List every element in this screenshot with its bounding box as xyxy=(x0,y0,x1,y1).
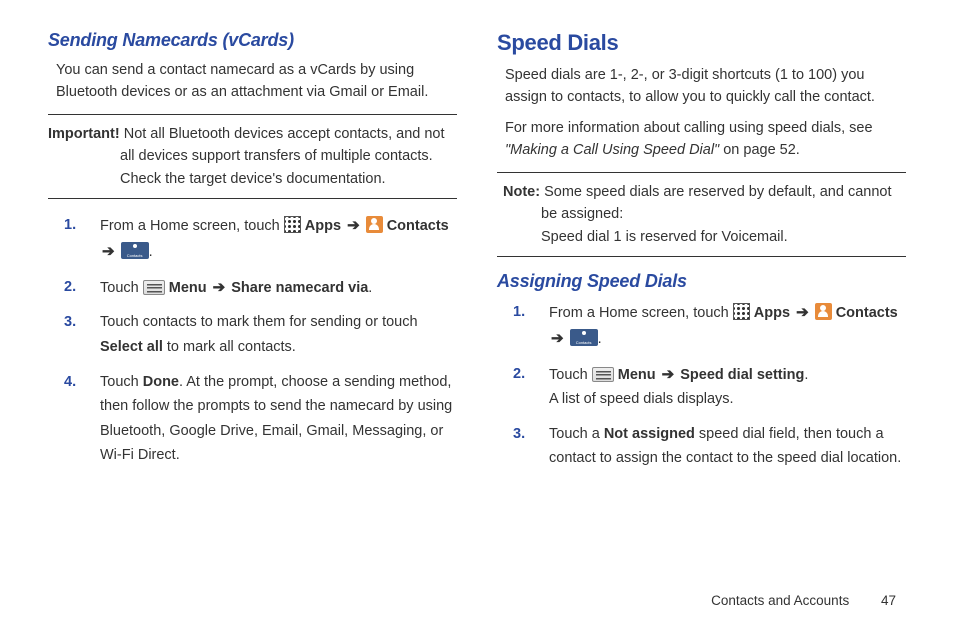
important-callout: Important! Not all Bluetooth devices acc… xyxy=(48,114,457,199)
heading-sending-namecards: Sending Namecards (vCards) xyxy=(48,30,457,51)
left-column: Sending Namecards (vCards) You can send … xyxy=(48,30,457,481)
right-column: Speed Dials Speed dials are 1-, 2-, or 3… xyxy=(497,30,906,481)
intro-text-left: You can send a contact namecard as a vCa… xyxy=(48,59,457,104)
note-text: Some speed dials are reserved by default… xyxy=(540,184,891,222)
steps-list-left: 1. From a Home screen, touch Apps ➔ Cont… xyxy=(48,213,457,468)
step-end: . xyxy=(598,331,602,347)
important-text: Not all Bluetooth devices accept contact… xyxy=(120,126,445,187)
done-label: Done xyxy=(143,374,179,390)
xref-page: on page 52. xyxy=(719,142,800,158)
step-number: 2. xyxy=(513,362,525,387)
xref-title: "Making a Call Using Speed Dial" xyxy=(505,142,719,158)
step-3-right: 3. Touch a Not assigned speed dial field… xyxy=(513,422,906,471)
step-2-line2: A list of speed dials displays. xyxy=(549,387,906,412)
menu-icon xyxy=(592,367,614,382)
intro-text-right-1: Speed dials are 1-, 2-, or 3-digit short… xyxy=(497,64,906,109)
arrow-icon: ➔ xyxy=(551,326,564,352)
step-3-left: 3. Touch contacts to mark them for sendi… xyxy=(64,310,457,359)
footer-section: Contacts and Accounts xyxy=(711,593,849,608)
menu-icon xyxy=(143,280,165,295)
speed-dial-setting-label: Speed dial setting xyxy=(680,367,804,383)
step-text: Touch xyxy=(100,280,143,296)
important-label: Important! xyxy=(48,126,120,142)
step-number: 2. xyxy=(64,275,76,300)
contacts-label: Contacts xyxy=(387,218,449,234)
step-2-right: 2. Touch Menu ➔ Speed dial setting. A li… xyxy=(513,362,906,412)
step-text: Touch a xyxy=(549,426,604,442)
apps-label: Apps xyxy=(305,218,345,234)
step-end: . xyxy=(804,367,808,383)
heading-speed-dials: Speed Dials xyxy=(497,30,906,56)
contacts-tab-icon xyxy=(121,242,149,259)
contacts-label: Contacts xyxy=(836,305,898,321)
heading-assigning-speed-dials: Assigning Speed Dials xyxy=(497,271,906,292)
menu-label: Menu xyxy=(618,367,660,383)
apps-label: Apps xyxy=(754,305,794,321)
step-text: Touch xyxy=(100,374,143,390)
step-text: Touch contacts to mark them for sending … xyxy=(100,314,418,330)
note-callout: Note: Some speed dials are reserved by d… xyxy=(497,172,906,257)
arrow-icon: ➔ xyxy=(102,239,115,265)
step-1-left: 1. From a Home screen, touch Apps ➔ Cont… xyxy=(64,213,457,264)
xref-text: For more information about calling using… xyxy=(505,120,873,136)
note-label: Note: xyxy=(503,184,540,200)
share-namecard-label: Share namecard via xyxy=(231,280,368,296)
contact-icon xyxy=(366,216,383,233)
not-assigned-label: Not assigned xyxy=(604,426,695,442)
select-all-label: Select all xyxy=(100,339,163,355)
step-text: Touch xyxy=(549,367,592,383)
page-footer: Contacts and Accounts 47 xyxy=(711,593,896,608)
arrow-icon: ➔ xyxy=(662,362,675,388)
arrow-icon: ➔ xyxy=(796,300,809,326)
intro-text-right-2: For more information about calling using… xyxy=(497,117,906,162)
step-number: 1. xyxy=(64,213,76,238)
page-columns: Sending Namecards (vCards) You can send … xyxy=(48,30,906,481)
step-text: From a Home screen, touch xyxy=(549,305,733,321)
arrow-icon: ➔ xyxy=(213,275,226,301)
menu-label: Menu xyxy=(169,280,211,296)
contacts-tab-icon xyxy=(570,329,598,346)
step-end: . xyxy=(149,244,153,260)
step-number: 3. xyxy=(64,310,76,335)
contact-icon xyxy=(815,303,832,320)
steps-list-right: 1. From a Home screen, touch Apps ➔ Cont… xyxy=(497,300,906,471)
step-1-right: 1. From a Home screen, touch Apps ➔ Cont… xyxy=(513,300,906,351)
step-number: 4. xyxy=(64,370,76,395)
step-4-left: 4. Touch Done. At the prompt, choose a s… xyxy=(64,370,457,469)
note-text-2: Speed dial 1 is reserved for Voicemail. xyxy=(503,226,900,248)
apps-icon xyxy=(284,216,301,233)
step-text: From a Home screen, touch xyxy=(100,218,284,234)
arrow-icon: ➔ xyxy=(347,213,360,239)
step-2-left: 2. Touch Menu ➔ Share namecard via. xyxy=(64,275,457,301)
footer-page-number: 47 xyxy=(881,593,896,608)
step-end: . xyxy=(368,280,372,296)
apps-icon xyxy=(733,303,750,320)
step-number: 1. xyxy=(513,300,525,325)
step-number: 3. xyxy=(513,422,525,447)
step-text: to mark all contacts. xyxy=(163,339,296,355)
